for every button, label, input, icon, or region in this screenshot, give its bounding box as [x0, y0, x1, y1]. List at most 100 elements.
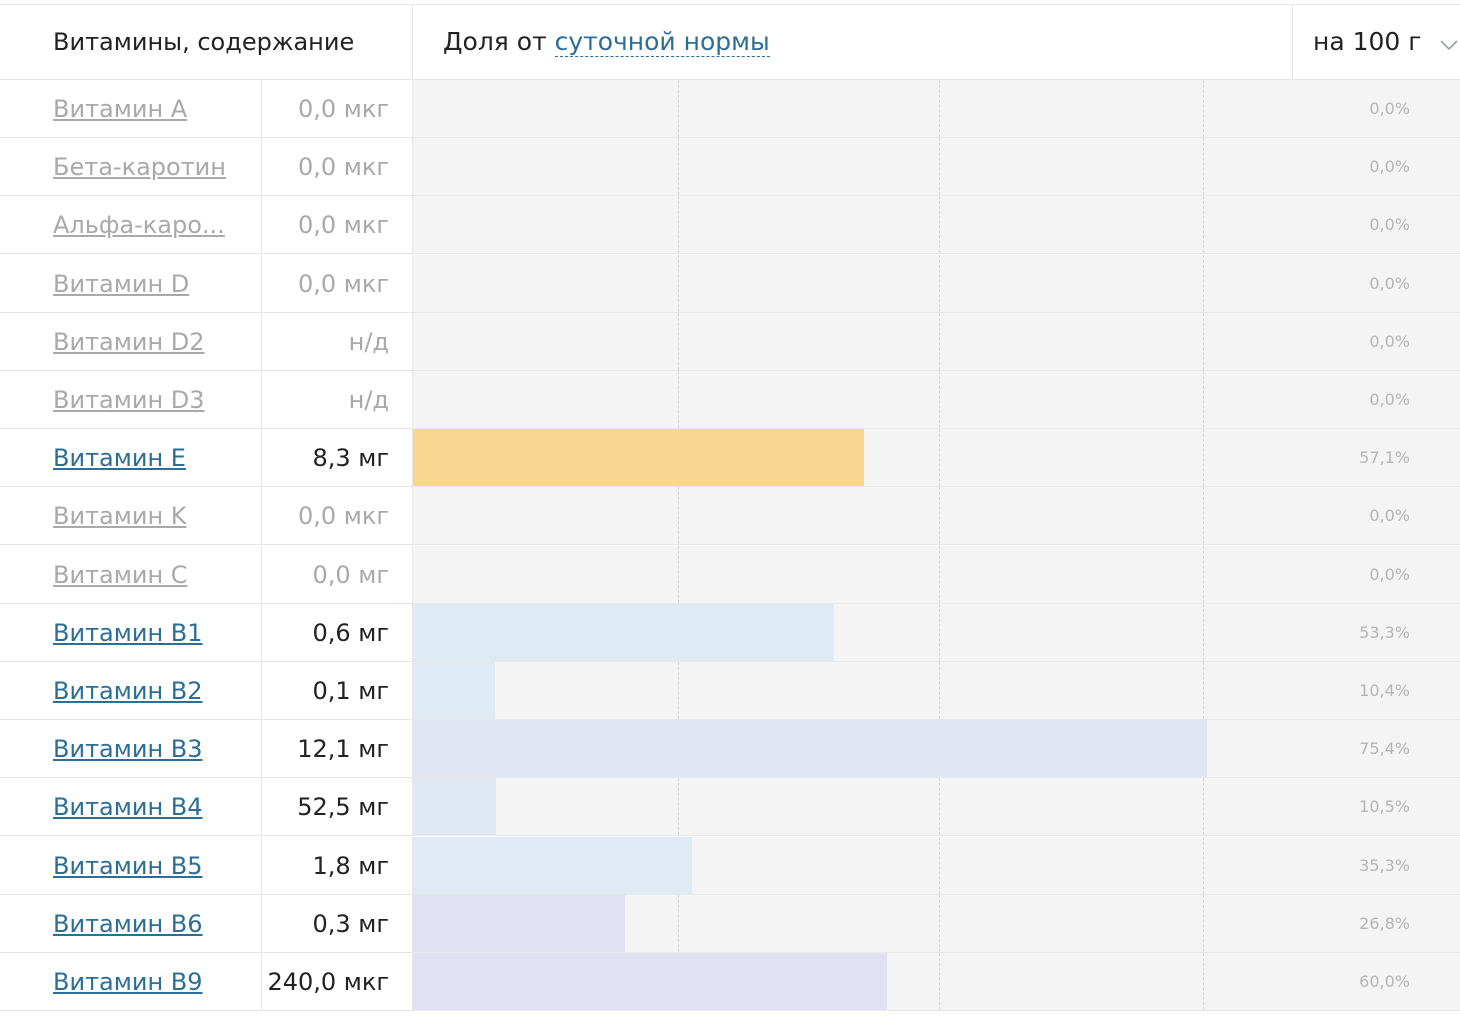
gridline	[939, 836, 940, 894]
gridline	[939, 894, 940, 952]
gridline	[939, 778, 940, 836]
vitamin-name-cell: Витамин B4	[0, 778, 262, 837]
daily-share-percent: 60,0%	[1359, 972, 1410, 991]
daily-share-percent: 10,4%	[1359, 681, 1410, 700]
vitamin-amount: 0,1 мг	[262, 662, 413, 720]
gridline	[1203, 371, 1204, 428]
gridline	[678, 487, 679, 545]
gridline	[1203, 429, 1204, 487]
vitamin-name-link[interactable]: Витамин B4	[53, 793, 203, 822]
vitamin-name-cell: Витамин B2	[0, 662, 262, 720]
daily-share-percent: 0,0%	[1369, 331, 1410, 351]
table-row: Витамин C 0,0 мг 0,0%	[0, 545, 1460, 604]
vitamin-amount: 0,0 мкг	[262, 487, 413, 546]
vitamin-amount: 0,0 мкг	[262, 254, 413, 313]
vitamin-name-cell: Витамин B3	[0, 720, 262, 779]
vitamin-amount: 0,0 мкг	[262, 138, 413, 197]
daily-share-bar-cell: 0,0%	[413, 312, 1460, 371]
gridline	[1203, 545, 1204, 603]
daily-share-bar	[413, 894, 625, 952]
gridline	[1203, 312, 1204, 370]
vitamin-name-link[interactable]: Витамин E	[53, 444, 186, 473]
gridline	[678, 894, 679, 952]
daily-share-bar-cell: 60,0%	[413, 953, 1460, 1011]
gridline	[1203, 953, 1204, 1010]
daily-share-bar	[413, 953, 887, 1010]
per-amount-select[interactable]: на 100 г	[1293, 5, 1460, 79]
daily-share-bar	[413, 603, 835, 661]
gridline	[678, 778, 679, 836]
vitamin-amount: 240,0 мкг	[262, 953, 413, 1011]
vitamin-name-cell: Витамин B6	[0, 894, 262, 953]
gridline	[1203, 138, 1204, 196]
daily-share-bar	[413, 429, 865, 487]
vitamin-name-link[interactable]: Витамин D2	[53, 327, 205, 356]
vitamin-name-link[interactable]: Витамин D	[53, 269, 190, 298]
gridline	[678, 312, 679, 370]
vitamin-name-link[interactable]: Альфа-каро...	[53, 211, 225, 240]
gridline	[939, 80, 940, 137]
gridline	[678, 254, 679, 312]
daily-share-bar-cell: 10,5%	[413, 778, 1460, 837]
gridline	[678, 138, 679, 196]
vitamin-name-cell: Витамин K	[0, 487, 262, 546]
daily-share-percent: 0,0%	[1369, 273, 1410, 293]
gridline	[939, 429, 940, 487]
daily-share-percent: 35,3%	[1359, 855, 1410, 875]
daily-share-bar	[413, 662, 496, 719]
table-row: Витамин K 0,0 мкг 0,0%	[0, 487, 1460, 546]
daily-share-bar-cell: 75,4%	[413, 720, 1460, 779]
gridline	[678, 662, 679, 719]
table-row: Витамин B1 0,6 мг 53,3%	[0, 603, 1460, 662]
table-header: Витамины, содержание Доля от суточной но…	[0, 4, 1460, 80]
vitamin-amount: н/д	[262, 371, 413, 429]
table-row: Витамин B6 0,3 мг 26,8%	[0, 894, 1460, 953]
vitamin-name-link[interactable]: Витамин C	[53, 560, 188, 589]
table-row: Витамин E 8,3 мг 57,1%	[0, 429, 1460, 488]
gridline	[1203, 80, 1204, 137]
vitamin-name-link[interactable]: Витамин B2	[53, 677, 203, 705]
vitamin-name-link[interactable]: Витамин B5	[53, 851, 203, 880]
table-row: Витамин D2 н/д 0,0%	[0, 312, 1460, 371]
gridline	[939, 487, 940, 545]
gridline	[1203, 603, 1204, 661]
vitamin-name-cell: Витамин A	[0, 80, 262, 138]
daily-share-bar-cell: 0,0%	[413, 545, 1460, 604]
daily-norm-link[interactable]: суточной нормы	[554, 27, 770, 57]
vitamin-name-link[interactable]: Витамин B3	[53, 735, 203, 764]
vitamin-name-link[interactable]: Витамин B9	[53, 968, 203, 996]
vitamin-name-link[interactable]: Витамин D3	[53, 386, 205, 414]
gridline	[939, 662, 940, 719]
daily-share-percent: 0,0%	[1369, 157, 1410, 177]
chevron-down-icon	[1439, 6, 1459, 80]
vitamin-name-cell: Бета-каротин	[0, 138, 262, 197]
gridline	[939, 196, 940, 254]
vitamin-name-link[interactable]: Витамин K	[53, 502, 187, 531]
daily-share-bar	[413, 836, 692, 894]
gridline	[939, 138, 940, 196]
table-row: Витамин B3 12,1 мг 75,4%	[0, 720, 1460, 779]
daily-share-bar-cell: 10,4%	[413, 662, 1460, 720]
daily-share-percent: 75,4%	[1359, 739, 1410, 759]
daily-share-bar-cell: 0,0%	[413, 371, 1460, 429]
daily-share-prefix: Доля от	[443, 27, 547, 56]
table-row: Витамин B4 52,5 мг 10,5%	[0, 778, 1460, 837]
gridline	[939, 953, 940, 1010]
daily-share-bar-cell: 35,3%	[413, 836, 1460, 895]
vitamin-name-link[interactable]: Витамин B6	[53, 909, 203, 938]
vitamin-name-cell: Витамин C	[0, 545, 262, 604]
table-row: Бета-каротин 0,0 мкг 0,0%	[0, 138, 1460, 197]
vitamin-amount: н/д	[262, 312, 413, 371]
gridline	[1203, 778, 1204, 836]
vitamin-name-link[interactable]: Бета-каротин	[53, 153, 226, 182]
gridline	[939, 312, 940, 370]
vitamin-name-link[interactable]: Витамин B1	[53, 618, 203, 647]
daily-share-percent: 0,0%	[1369, 390, 1410, 409]
vitamin-name-cell: Витамин D2	[0, 312, 262, 371]
vitamin-amount: 0,3 мг	[262, 894, 413, 953]
column-header-daily-share: Доля от суточной нормы	[413, 5, 1293, 79]
table-row: Витамин B5 1,8 мг 35,3%	[0, 836, 1460, 895]
table-row: Витамин D 0,0 мкг 0,0%	[0, 254, 1460, 313]
gridline	[1203, 894, 1204, 952]
vitamin-name-link[interactable]: Витамин A	[53, 95, 188, 123]
